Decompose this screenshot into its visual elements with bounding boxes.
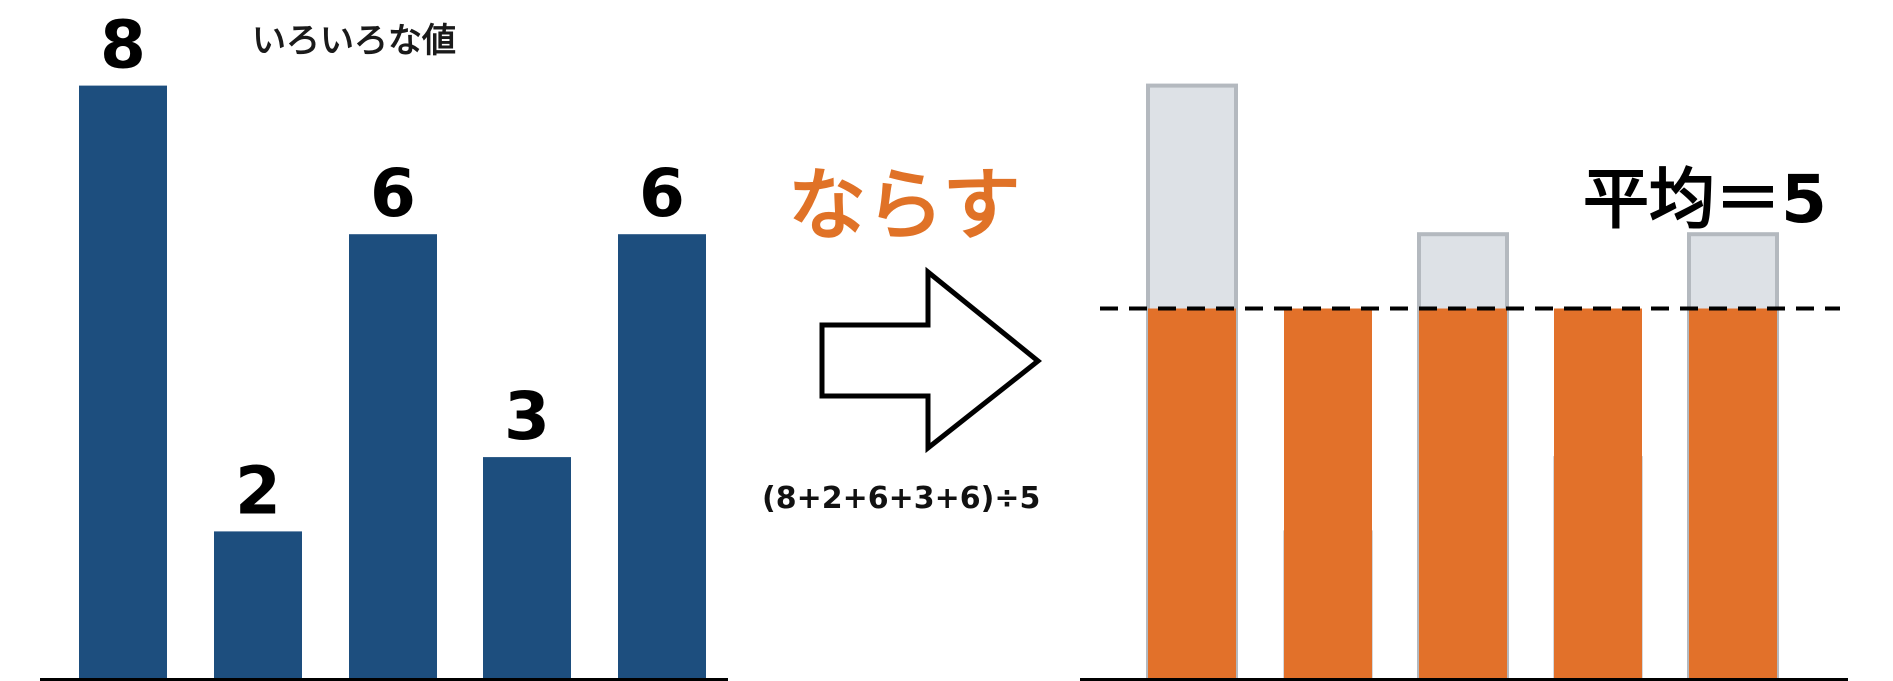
- leveled-bar: [1148, 308, 1236, 680]
- leveled-bar: [1284, 308, 1372, 680]
- original-bar: [79, 85, 167, 681]
- original-values-panel: 8 2 6 3 6 いろいろな値: [40, 7, 728, 681]
- original-values-title: いろいろな値: [252, 21, 456, 61]
- process-label: ならす: [788, 161, 1020, 251]
- leveled-bar: [1689, 308, 1777, 680]
- original-value-label: 6: [370, 155, 416, 232]
- right-arrow-icon: [819, 266, 1043, 454]
- original-value-label: 6: [639, 155, 685, 232]
- original-value-label: 3: [504, 378, 550, 455]
- original-bar: [349, 234, 437, 680]
- average-label: 平均＝5: [1583, 161, 1827, 238]
- original-bar: [483, 457, 571, 680]
- leveled-bar: [1554, 308, 1642, 680]
- leveled-bar: [1419, 308, 1507, 680]
- original-value-label: 8: [100, 7, 146, 84]
- original-bars-group: [79, 85, 706, 681]
- leveled-values-panel: 平均＝5: [1080, 83, 1848, 681]
- leveling-process: ならす (8+2+6+3+6)÷5: [762, 161, 1043, 516]
- original-value-label: 2: [235, 452, 281, 529]
- formula-label: (8+2+6+3+6)÷5: [762, 481, 1040, 516]
- original-bar: [214, 531, 302, 680]
- original-bar: [618, 234, 706, 680]
- original-value-labels-group: 8 2 6 3 6: [100, 7, 685, 530]
